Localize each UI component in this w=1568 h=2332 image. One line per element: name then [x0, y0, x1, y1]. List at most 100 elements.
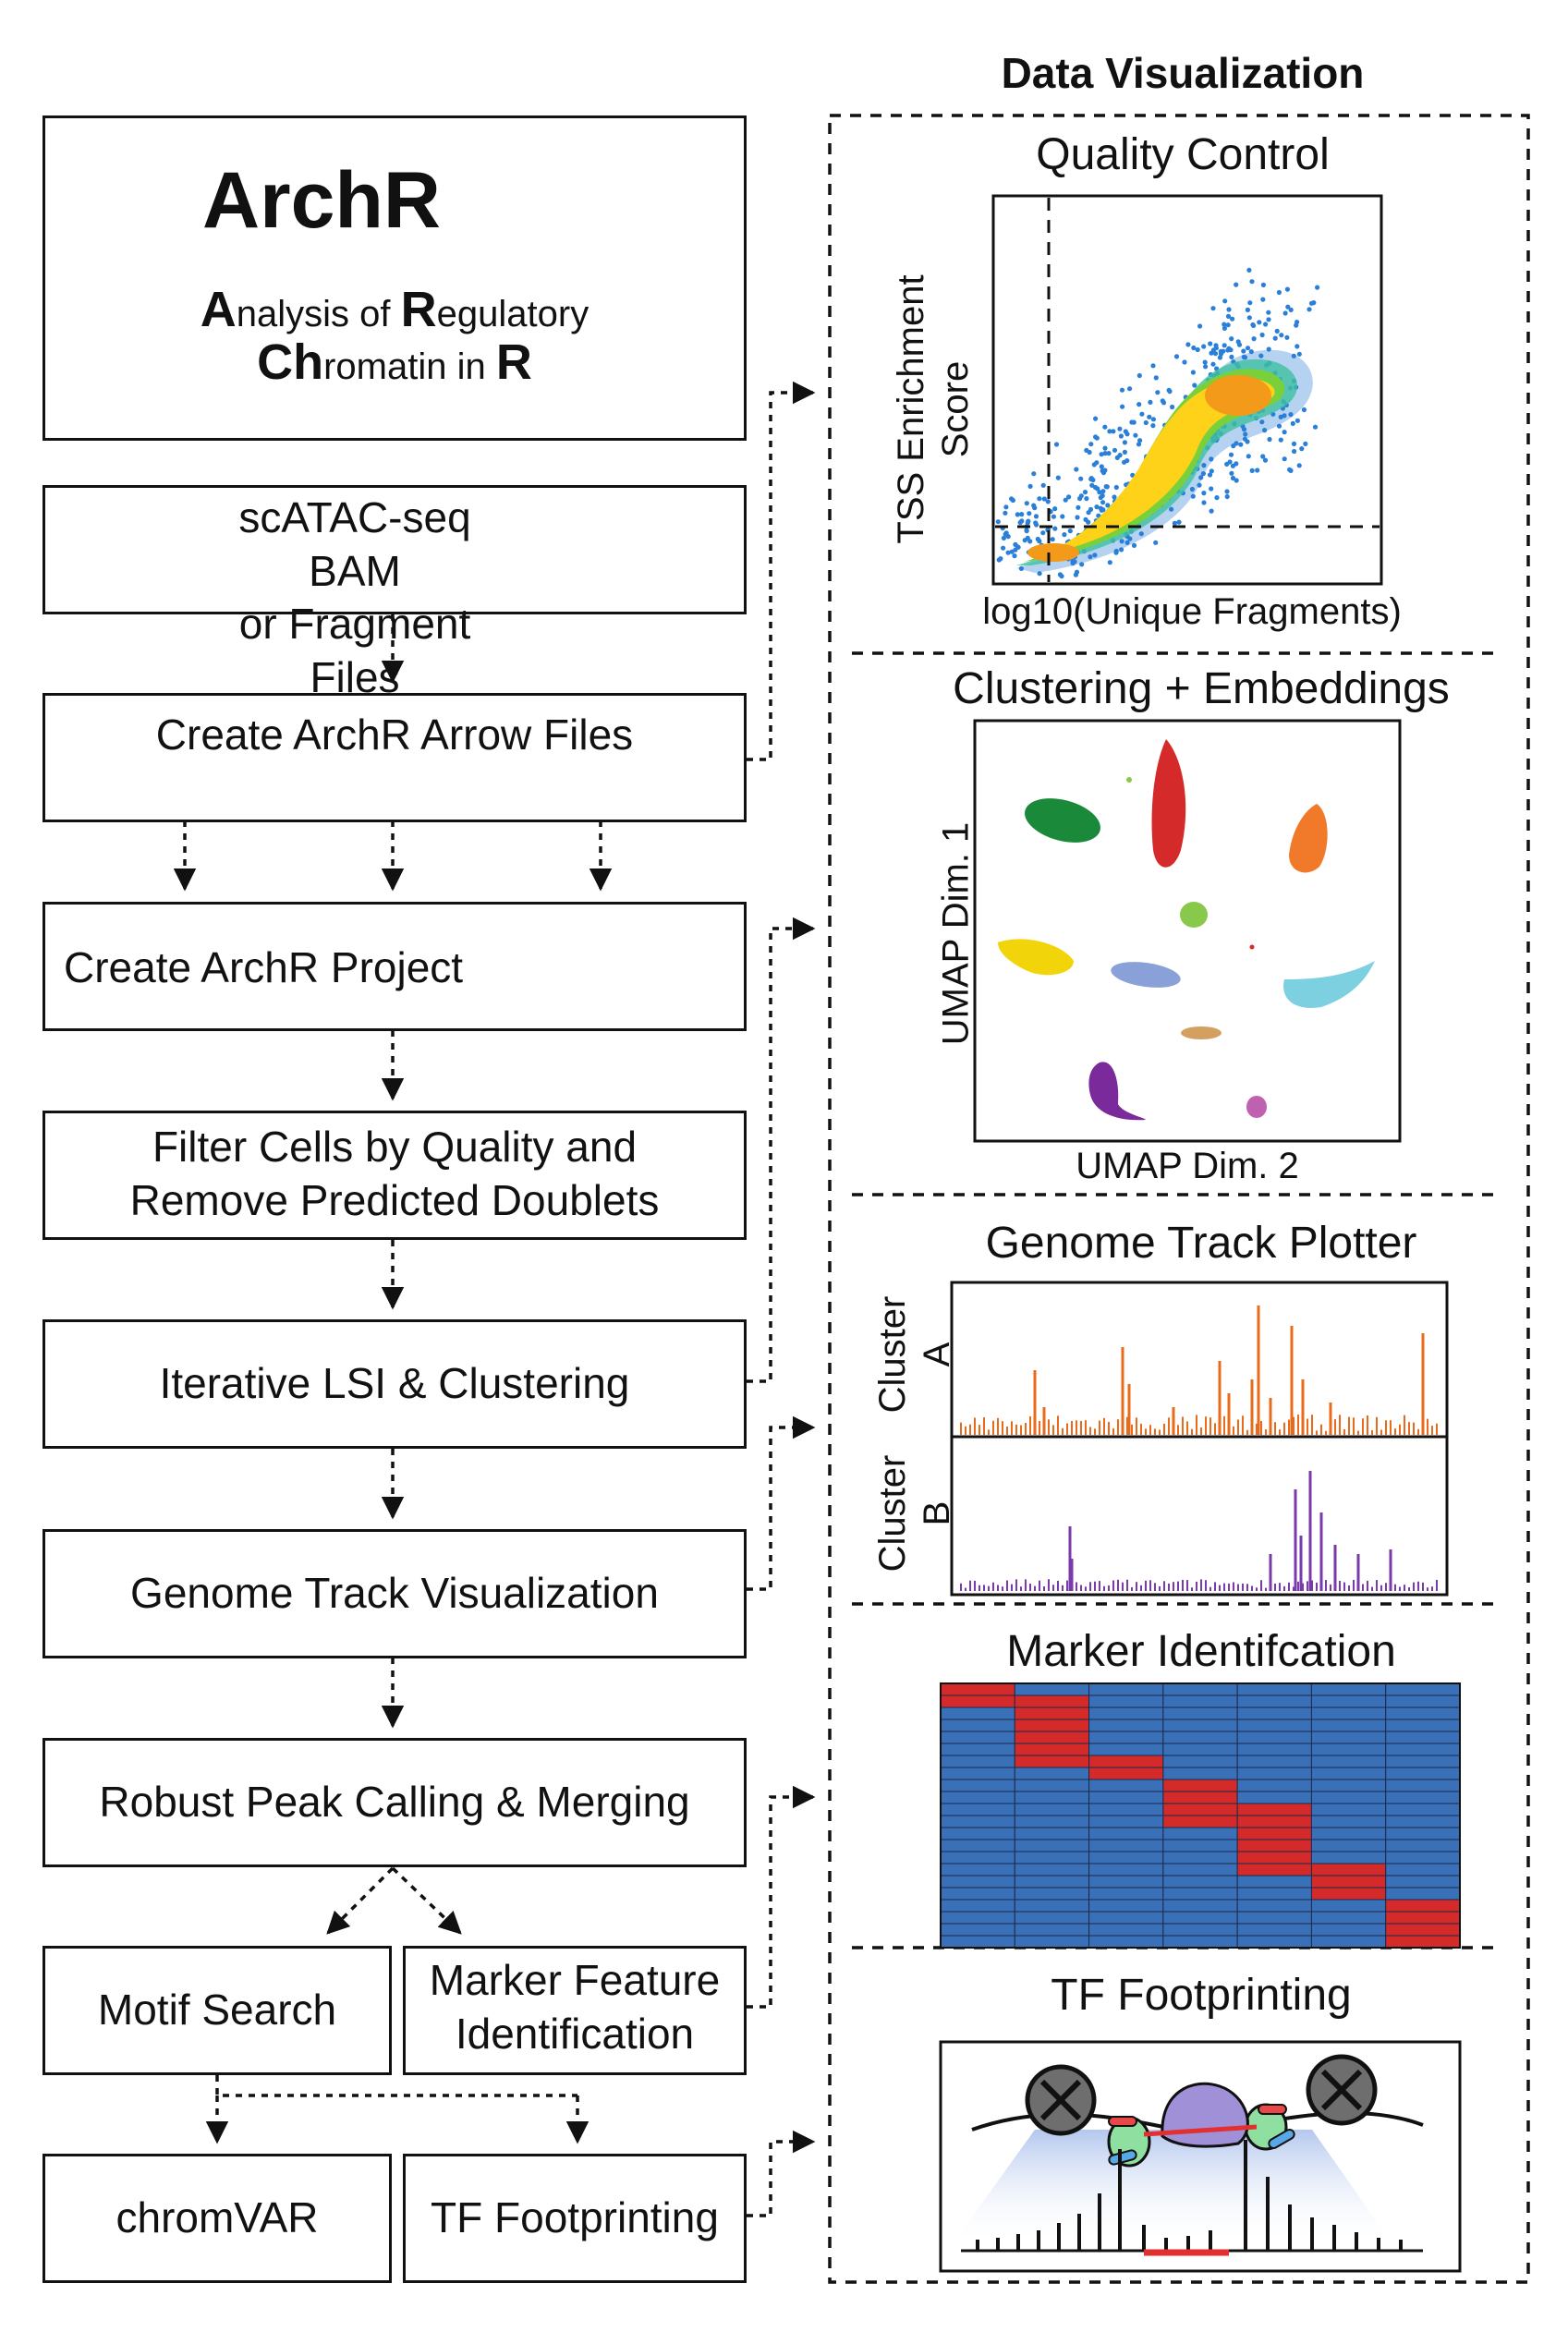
genome-track-viz-label: Genome Track Visualization	[130, 1569, 659, 1617]
qc-point	[1005, 534, 1011, 540]
heatmap-cell	[1162, 1923, 1238, 1937]
heatmap-cell	[940, 1706, 1015, 1720]
qc-point	[1191, 345, 1197, 351]
qc-point	[1230, 475, 1236, 481]
heatmap-cell	[1088, 1899, 1164, 1913]
heatmap-cell	[1162, 1791, 1238, 1804]
qc-point	[1210, 306, 1216, 311]
heatmap-cell	[1385, 1911, 1461, 1925]
qc-point	[1210, 361, 1216, 367]
qc-point	[1172, 520, 1177, 526]
qc-point	[1088, 476, 1094, 482]
qc-point	[1245, 439, 1250, 444]
qc-point	[1076, 504, 1081, 510]
qc-point	[1107, 429, 1112, 434]
heatmap-cell	[1236, 1767, 1312, 1780]
archr-logo-subtitle-line1: Analysis of Regulatory	[200, 282, 590, 337]
tf-footprint-illustration	[939, 2040, 1462, 2273]
heatmap-cell	[1236, 1779, 1312, 1792]
marker-feature-label: Marker Feature Identification	[429, 1956, 721, 2058]
qc-point	[1087, 449, 1092, 455]
heatmap-cell	[1014, 1839, 1090, 1852]
qc-point	[1160, 398, 1165, 404]
heatmap-cell	[1310, 1851, 1387, 1864]
qc-point	[1153, 375, 1159, 381]
tf-footprinting-box: TF Footprinting	[403, 2154, 747, 2283]
qc-point	[1251, 336, 1257, 342]
qc-point	[1225, 347, 1231, 353]
qc-point	[1303, 441, 1308, 446]
data-visualization-heading: Data Visualization	[1001, 49, 1365, 97]
qc-point	[1192, 383, 1197, 388]
qc-point	[1282, 430, 1287, 435]
qc-point	[1122, 459, 1127, 465]
qc-point	[1112, 494, 1117, 500]
footprint-bars	[976, 2140, 1403, 2251]
heatmap-cell	[1236, 1839, 1312, 1852]
qc-point	[1282, 456, 1287, 462]
qc-point	[1107, 560, 1112, 565]
heatmap-cell	[1088, 1767, 1164, 1780]
umap-plot	[973, 719, 1402, 1143]
qc-point	[1207, 472, 1213, 478]
qc-point	[1119, 547, 1124, 553]
qc-point	[1037, 571, 1042, 577]
qc-point	[1241, 348, 1246, 354]
qc-point	[1040, 530, 1046, 536]
umap-cluster-red	[1151, 739, 1186, 868]
input-files-box: scATAC-seq BAM or Fragment Files	[43, 485, 747, 701]
qc-point	[1201, 500, 1207, 505]
qc-point	[1288, 412, 1294, 418]
qc-point	[1222, 298, 1228, 304]
qc-point	[1296, 463, 1302, 468]
qc-point	[1131, 542, 1137, 549]
qc-point	[1100, 489, 1106, 494]
heatmap-cell	[1014, 1694, 1090, 1708]
heatmap-cell	[1236, 1706, 1312, 1720]
heatmap-cell	[1014, 1887, 1090, 1901]
qc-point	[1291, 441, 1297, 446]
qc-point	[1136, 402, 1142, 407]
qc-point	[1033, 514, 1039, 519]
qc-point	[1003, 504, 1009, 510]
heatmap-cell	[1385, 1863, 1461, 1877]
peak-calling-box: Robust Peak Calling & Merging	[43, 1738, 747, 1867]
heatmap-cell	[1310, 1815, 1387, 1828]
heatmap-cell	[1088, 1791, 1164, 1804]
heatmap-cell	[1385, 1827, 1461, 1840]
qc-point	[1290, 420, 1295, 426]
qc-point	[1266, 346, 1271, 352]
umap-xlabel: UMAP Dim. 2	[1076, 1146, 1299, 1186]
qc-point	[1209, 456, 1214, 462]
qc-point	[1266, 317, 1271, 322]
qc-point	[1202, 359, 1208, 365]
heatmap-cell	[940, 1899, 1015, 1913]
qc-point	[1262, 428, 1268, 433]
qc-point	[1222, 322, 1227, 327]
heatmap-cell	[1162, 1851, 1238, 1864]
heatmap-cell	[1162, 1803, 1238, 1816]
qc-point	[1105, 503, 1111, 508]
heatmap-cell	[1088, 1887, 1164, 1901]
heatmap-cell	[1236, 1682, 1312, 1696]
qc-point	[1093, 434, 1099, 440]
heatmap-cell	[1236, 1719, 1312, 1732]
create-project-label: Create ArchR Project	[64, 943, 464, 991]
qc-point	[1299, 446, 1305, 452]
qc-point	[1094, 460, 1100, 466]
heatmap-cell	[1014, 1682, 1090, 1696]
qc-point	[1288, 307, 1294, 312]
motif-search-box: Motif Search	[43, 1946, 392, 2075]
qc-point	[1060, 514, 1065, 519]
qc-point	[1045, 499, 1051, 504]
qc-point	[1200, 470, 1206, 477]
qc-point	[1095, 486, 1100, 492]
qc-point	[1230, 316, 1235, 322]
nucleosome-right-icon	[1306, 2054, 1378, 2126]
heatmap-cell	[1236, 1875, 1312, 1889]
qc-point	[1066, 494, 1072, 500]
heatmap-cell	[1162, 1839, 1238, 1852]
qc-point	[1074, 467, 1079, 472]
heatmap-cell	[1236, 1899, 1312, 1913]
qc-point	[1238, 442, 1244, 447]
